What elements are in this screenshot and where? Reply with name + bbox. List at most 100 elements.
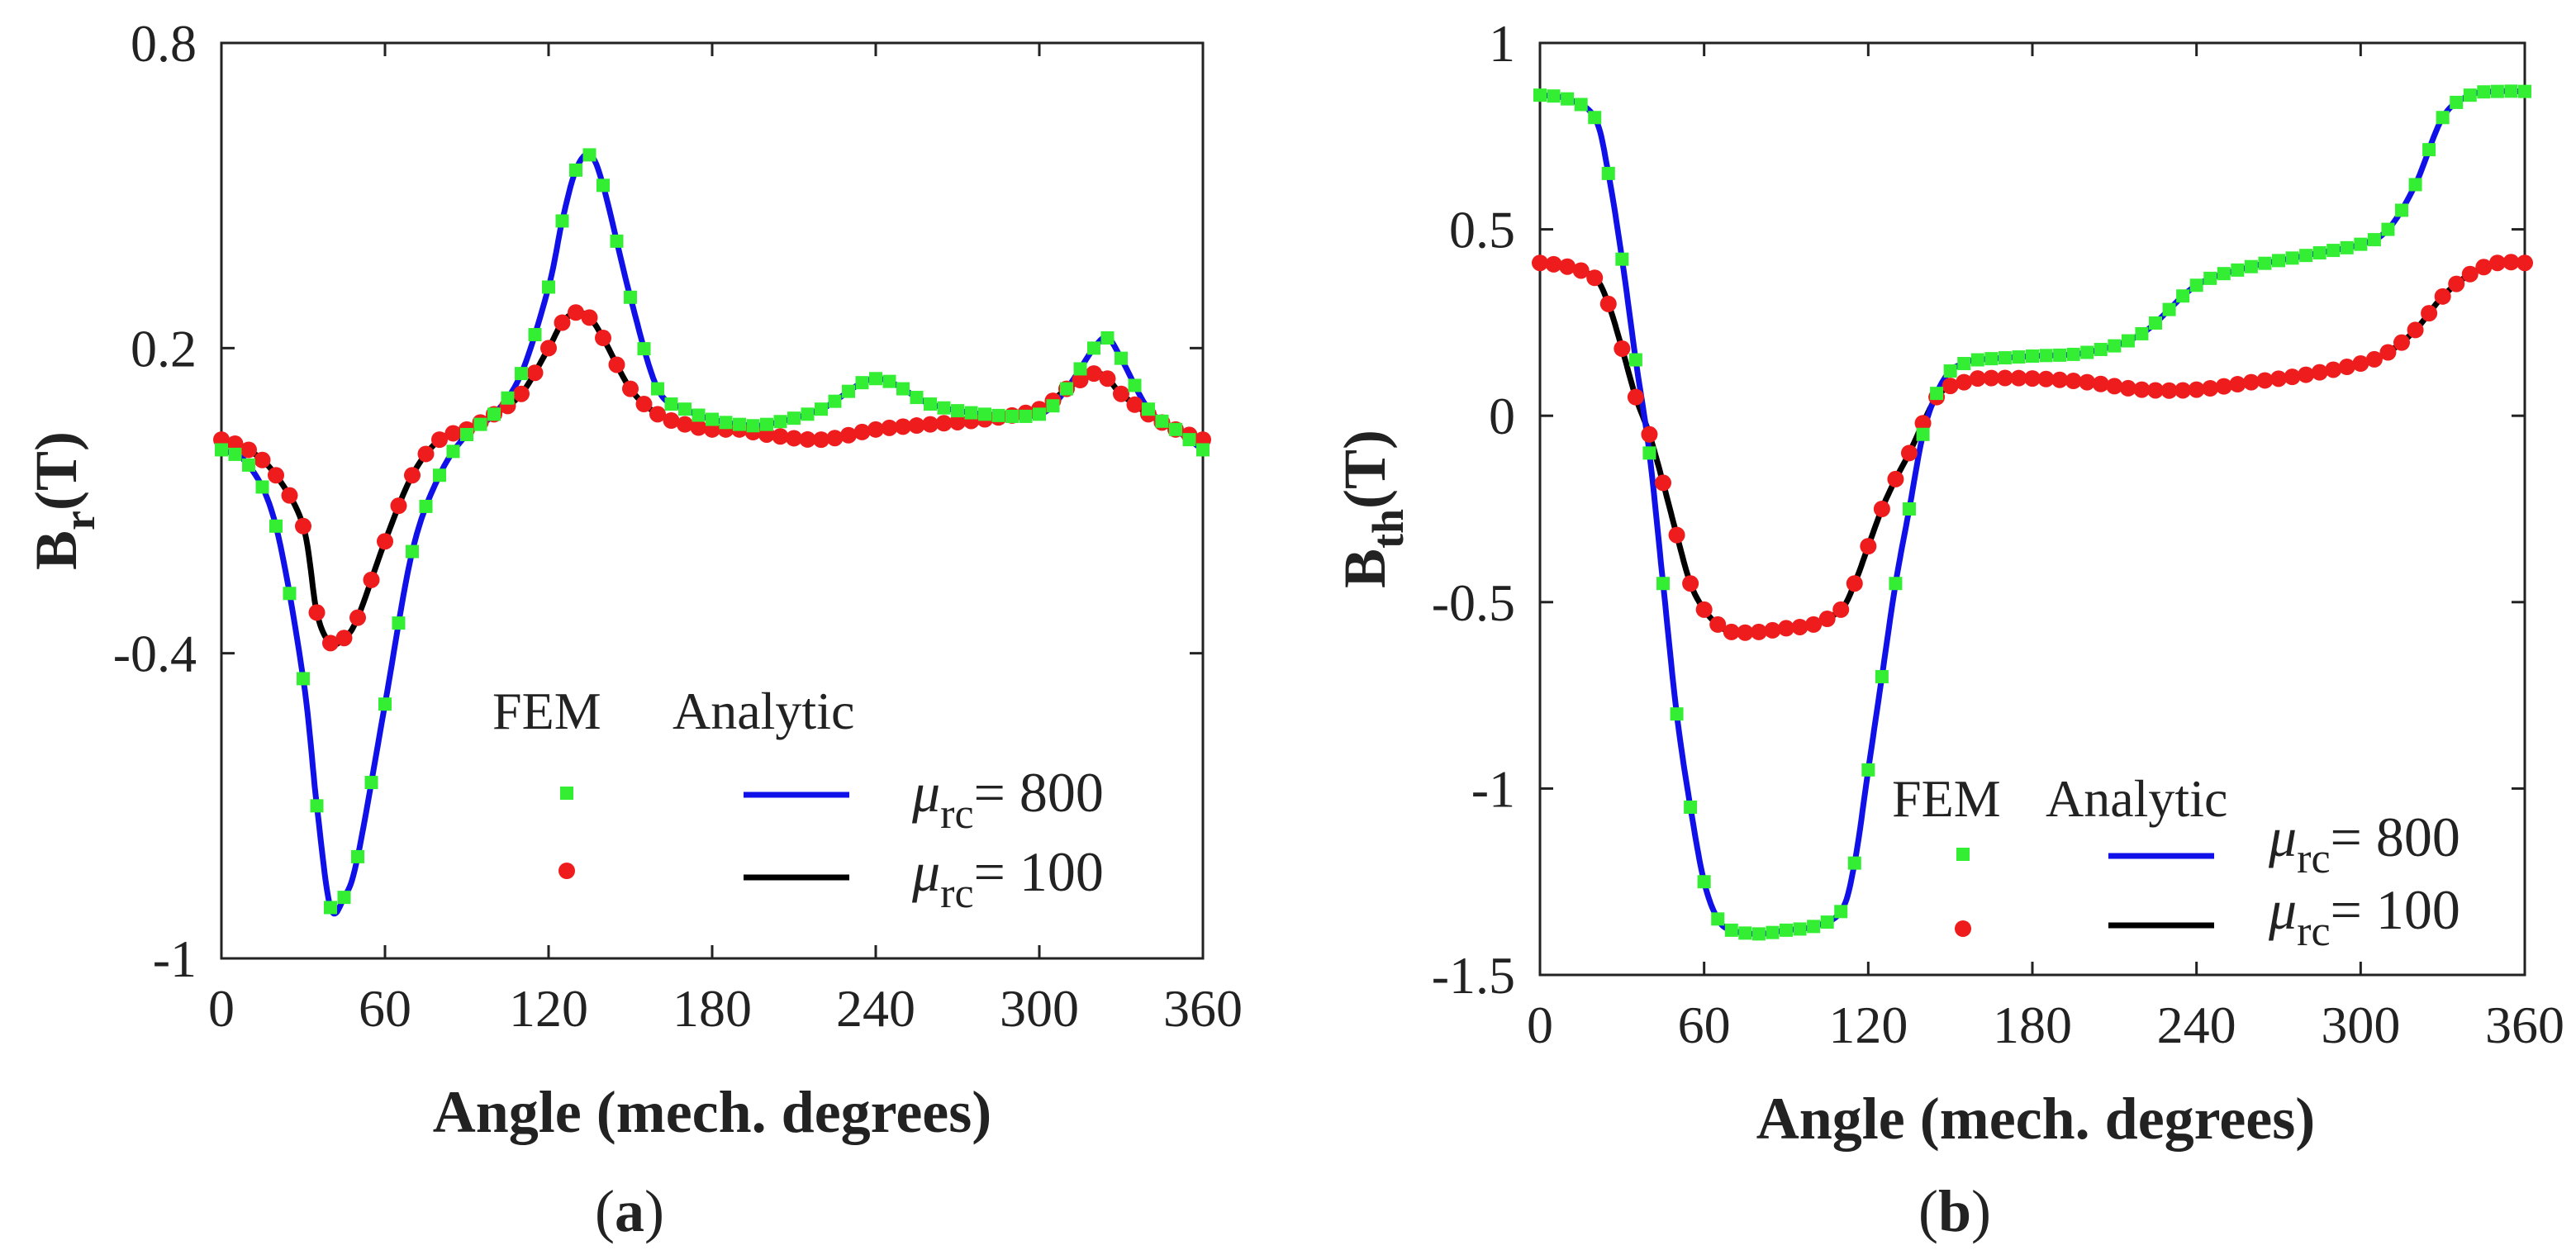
fem-marker-800 (406, 544, 419, 559)
fem-marker-100 (322, 635, 339, 652)
fem-marker-100 (2379, 344, 2397, 361)
panel-a-ylabel: Br(T) (23, 431, 104, 570)
fem-marker-800 (2012, 350, 2026, 364)
fem-marker-800 (487, 407, 501, 421)
fem-marker-800 (1547, 89, 1561, 103)
fem-marker-800 (692, 408, 706, 422)
x-tick-label: 360 (1163, 979, 1243, 1038)
fem-marker-800 (842, 384, 855, 398)
fem-marker-100 (2133, 381, 2151, 398)
x-tick-label: 360 (2485, 996, 2564, 1054)
fem-marker-800 (2026, 349, 2039, 364)
x-tick-label: 180 (1993, 996, 2072, 1054)
fem-marker-100 (2024, 370, 2041, 387)
fem-marker-800 (991, 408, 1005, 422)
fem-marker-800 (337, 891, 351, 905)
fem-marker-800 (364, 776, 378, 790)
fem-marker-100 (2106, 378, 2123, 395)
fem-marker-800 (2176, 289, 2190, 303)
fem-marker-800 (2066, 347, 2080, 361)
fem-marker-800 (419, 499, 433, 513)
fem-marker-800 (2422, 143, 2436, 157)
panel-a-legend: FEM Analytic μrc= 800 μrc= 100 (492, 682, 1104, 917)
fem-marker-100 (1791, 618, 1808, 635)
fem-marker-100 (1599, 295, 1617, 312)
fem-marker-800 (1656, 577, 1670, 591)
fem-marker-100 (2284, 368, 2301, 386)
fem-marker-800 (2285, 251, 2299, 265)
fem-marker-800 (1793, 922, 1807, 936)
fem-marker-800 (787, 411, 801, 425)
fem-marker-100 (2502, 254, 2520, 271)
fem-marker-100 (1901, 444, 1918, 462)
fem-marker-800 (1196, 443, 1210, 457)
fem-marker-100 (949, 413, 966, 430)
fem-marker-100 (2461, 265, 2479, 283)
fem-marker-100 (1099, 370, 1116, 387)
fem-marker-800 (2395, 203, 2408, 217)
fem-marker-100 (444, 425, 462, 442)
fem-marker-800 (678, 402, 692, 416)
fem-marker-800 (297, 672, 310, 686)
x-tick-label: 240 (836, 979, 915, 1038)
fem-marker-800 (351, 849, 364, 863)
fem-marker-800 (1738, 926, 1752, 940)
fem-marker-100 (635, 396, 653, 413)
fem-marker-800 (1780, 923, 1793, 937)
fem-marker-100 (295, 517, 311, 535)
fem-marker-800 (310, 799, 324, 813)
fem-marker-800 (1005, 409, 1019, 423)
fem-marker-100 (2517, 254, 2533, 272)
fem-marker-800 (596, 178, 610, 193)
fem-marker-800 (937, 401, 951, 415)
y-tick-label: -0.4 (113, 625, 197, 683)
fem-marker-800 (582, 148, 596, 162)
fem-marker-800 (2258, 256, 2272, 270)
fem-marker-100 (308, 604, 326, 621)
fem-marker-800 (2408, 178, 2422, 192)
y-tick-label: -0.5 (1432, 573, 1515, 632)
x-tick-label: 300 (2321, 996, 2400, 1054)
y-tick-label: 0.8 (131, 14, 197, 73)
fem-marker-800 (2121, 334, 2135, 348)
fem-marker-800 (2477, 85, 2491, 99)
fem-marker-800 (215, 443, 228, 457)
fem-marker-800 (2312, 246, 2326, 260)
fem-marker-100 (799, 430, 816, 448)
panel-a-legend-analytic-header: Analytic (673, 682, 854, 740)
fem-marker-100 (1641, 425, 1658, 443)
fem-marker-100 (1764, 621, 1781, 639)
fem-marker-100 (1072, 372, 1089, 389)
fem-marker-100 (2092, 375, 2109, 392)
y-tick-label: -1 (1471, 759, 1515, 818)
fem-marker-800 (773, 415, 787, 429)
fem-marker-100 (2407, 321, 2424, 339)
fem-marker-800 (719, 416, 733, 430)
fem-marker-100 (1586, 269, 1604, 287)
fem-marker-800 (1711, 912, 1725, 926)
fem-marker-100 (1914, 415, 1932, 432)
fem-marker-800 (2135, 326, 2149, 340)
fem-marker-100 (2147, 382, 2164, 399)
fem-marker-100 (2434, 288, 2451, 305)
fem-marker-100 (417, 445, 435, 463)
fem-marker-800 (637, 342, 651, 356)
fem-marker-800 (1060, 382, 1073, 396)
fem-marker-100 (1126, 396, 1143, 413)
fem-marker-800 (1182, 433, 1196, 447)
fem-marker-100 (2215, 378, 2232, 395)
panel-b-legend-fem-100-marker (1955, 920, 1971, 937)
fem-marker-800 (433, 468, 446, 483)
fem-marker-100 (1532, 254, 1548, 272)
fem-marker-800 (473, 417, 487, 431)
fem-marker-100 (2270, 370, 2287, 387)
fem-marker-100 (881, 419, 898, 436)
fem-marker-800 (2381, 222, 2395, 236)
fem-marker-800 (569, 163, 582, 177)
fem-marker-800 (515, 367, 528, 381)
panel-a: 0 60 120 180 240 300 360 -1 -0.4 0.2 0.8 Br(T) Ang… (23, 14, 1243, 1244)
fem-marker-100 (1668, 526, 1685, 544)
fem-marker-800 (896, 382, 910, 396)
fem-marker-100 (2174, 382, 2192, 399)
fem-marker-100 (1545, 255, 1562, 273)
